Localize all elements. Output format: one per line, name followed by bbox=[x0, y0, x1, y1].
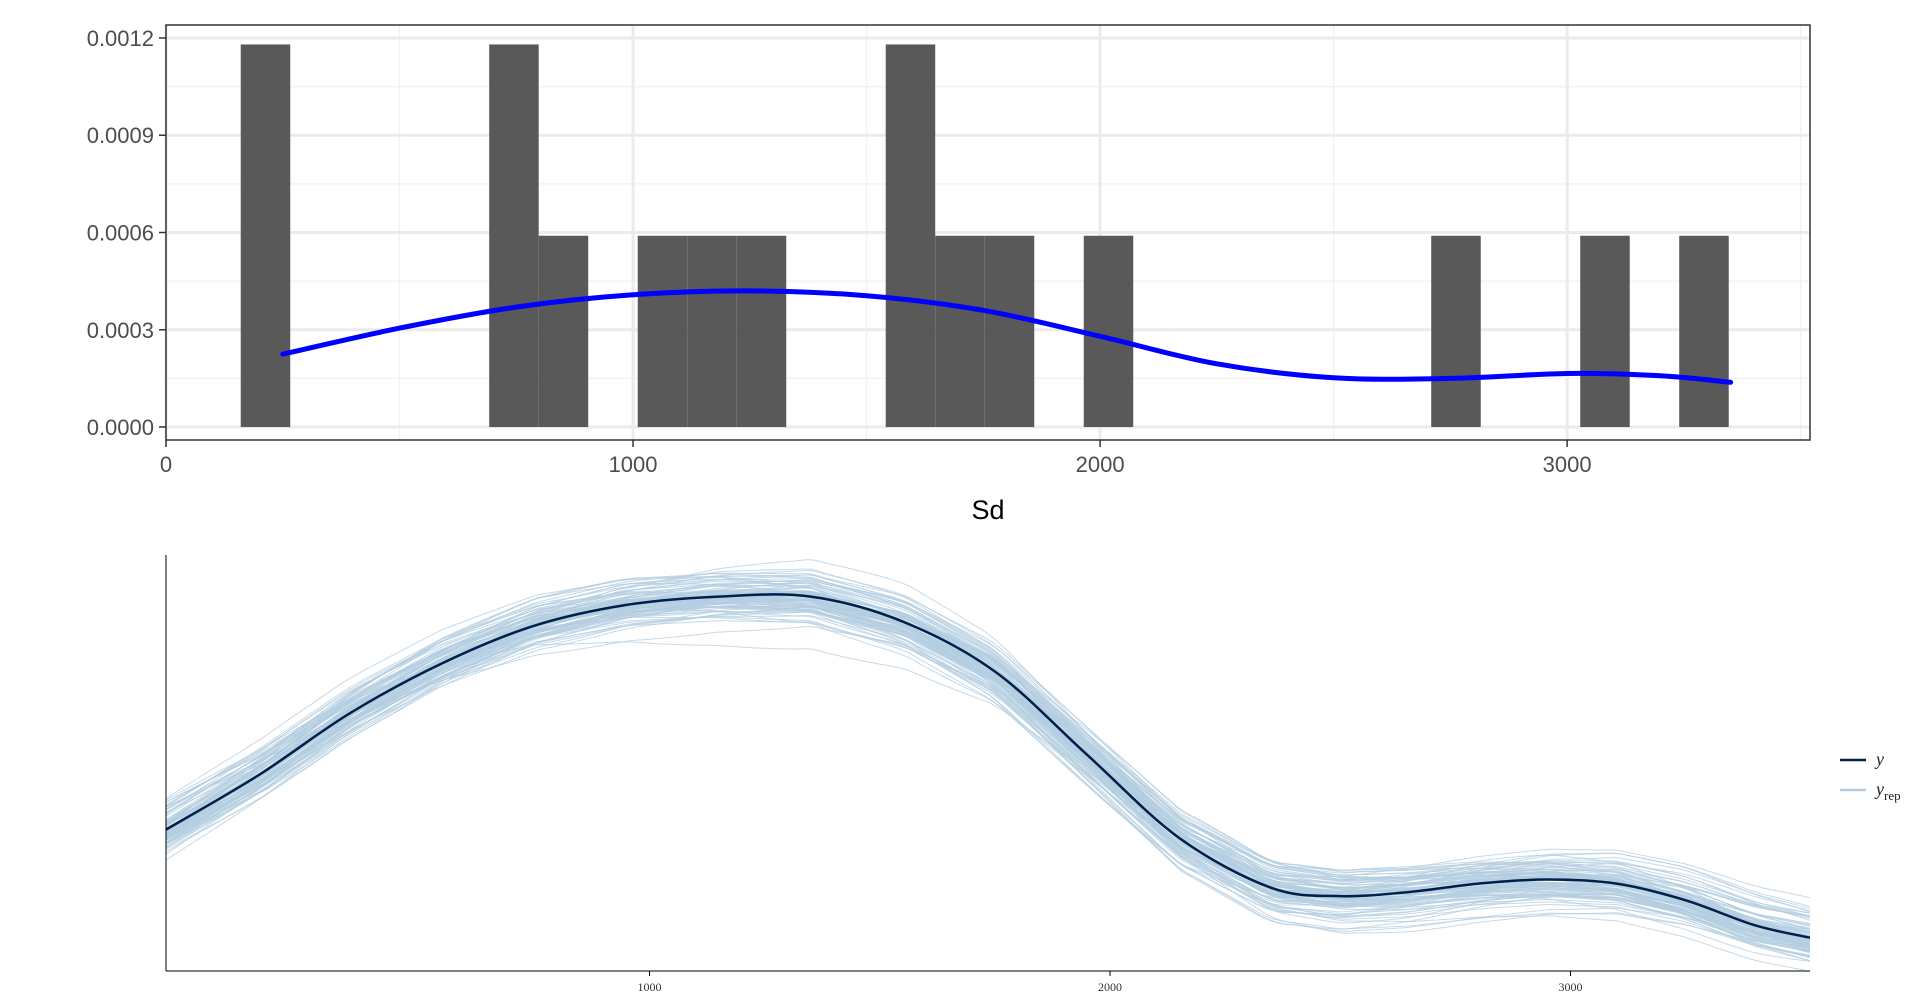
legend-label-yrep: yrep bbox=[1874, 779, 1901, 803]
histogram-bar bbox=[1431, 235, 1481, 428]
yrep-line bbox=[166, 595, 1810, 945]
ppc-x-axis: 1000 2000 3000 bbox=[638, 971, 1583, 994]
histogram-bar bbox=[736, 235, 787, 428]
histogram-bar bbox=[1679, 235, 1729, 428]
histogram-x-axis: 0 1000 2000 3000 bbox=[160, 440, 1592, 477]
y-tick-label: 0.0009 bbox=[87, 123, 154, 148]
histogram-bar bbox=[1083, 235, 1134, 428]
x-tick-label: 0 bbox=[160, 452, 172, 477]
legend-label-yrep-sub: rep bbox=[1884, 788, 1901, 803]
yrep-line bbox=[166, 572, 1810, 926]
x-tick-label: 2000 bbox=[1098, 980, 1122, 994]
yrep-line bbox=[166, 591, 1810, 940]
x-tick-label: 3000 bbox=[1543, 452, 1592, 477]
yrep-line bbox=[166, 599, 1810, 962]
yrep-line bbox=[166, 591, 1810, 929]
y-tick-label: 0.0000 bbox=[87, 415, 154, 440]
histogram-y-axis: 0.0000 0.0003 0.0006 0.0009 0.0012 bbox=[87, 26, 166, 440]
legend-label-y: y bbox=[1874, 749, 1884, 769]
yrep-line bbox=[166, 577, 1810, 914]
yrep-line bbox=[166, 598, 1810, 934]
histogram-bars bbox=[240, 44, 1729, 428]
histogram-bar bbox=[885, 44, 936, 428]
yrep-line bbox=[166, 574, 1810, 937]
legend-label-yrep-base: y bbox=[1874, 779, 1884, 799]
x-tick-label: 3000 bbox=[1559, 980, 1583, 994]
yrep-line bbox=[166, 578, 1810, 953]
x-tick-label: 1000 bbox=[638, 980, 662, 994]
y-tick-label: 0.0006 bbox=[87, 221, 154, 246]
yrep-line bbox=[166, 592, 1810, 933]
yrep-line bbox=[166, 598, 1810, 944]
histogram-panel: 0 1000 2000 3000 0.00000.00030.00060.00090.… bbox=[87, 24, 1811, 525]
ppc-y-line bbox=[166, 593, 1810, 939]
histogram-bar bbox=[984, 235, 1035, 428]
histogram-smooth-curve bbox=[280, 288, 1734, 385]
y-tick-label: 0.0003 bbox=[87, 318, 154, 343]
histogram-bar bbox=[687, 235, 737, 428]
histogram-bar bbox=[1580, 235, 1630, 428]
yrep-line bbox=[166, 595, 1810, 939]
histogram-bar bbox=[538, 235, 589, 428]
yrep-line bbox=[166, 573, 1810, 937]
histogram-bar bbox=[489, 44, 539, 428]
ppc-yrep-lines bbox=[166, 559, 1810, 970]
histogram-x-axis-title: Sd bbox=[971, 495, 1004, 525]
ppc-density-panel: 1000 2000 3000 y yrep bbox=[165, 555, 1901, 994]
yrep-line bbox=[166, 596, 1810, 917]
x-tick-label: 1000 bbox=[609, 452, 658, 477]
y-tick-label: 0.0012 bbox=[87, 26, 154, 51]
yrep-line bbox=[166, 585, 1810, 924]
x-tick-label: 2000 bbox=[1076, 452, 1125, 477]
histogram-bar bbox=[240, 44, 291, 428]
histogram-bar bbox=[935, 235, 985, 428]
ppc-legend: y yrep bbox=[1840, 749, 1901, 803]
histogram-bar bbox=[637, 235, 688, 428]
